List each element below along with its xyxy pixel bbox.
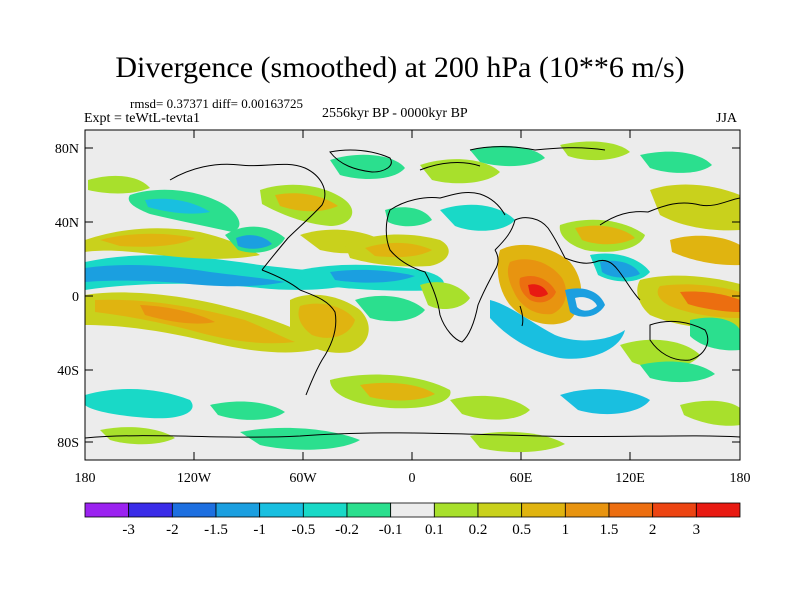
lon-tick-label: 60W xyxy=(289,471,317,486)
colorbar-label: 1 xyxy=(562,522,570,538)
lon-tick-label: 180 xyxy=(730,471,751,486)
lat-tick-label: 40S xyxy=(57,364,79,379)
latitude-axis: 80N 40N 0 40S 80S xyxy=(55,142,740,451)
colorbar-label: 0.2 xyxy=(469,522,488,538)
colorbar-label: -0.1 xyxy=(379,522,403,538)
divergence-contour-fill xyxy=(85,141,740,453)
colorbar-label: -1.5 xyxy=(204,522,228,538)
lon-tick-label: 120W xyxy=(177,471,212,486)
plot-title: Divergence (smoothed) at 200 hPa (10**6 … xyxy=(115,51,685,84)
lat-tick-label: 40N xyxy=(55,216,79,231)
colorbar-swatch xyxy=(84,502,130,518)
season-label: JJA xyxy=(716,111,738,126)
colorbar-label: 1.5 xyxy=(600,522,619,538)
experiment-label: Expt = teWtL-tevta1 xyxy=(84,111,200,126)
lon-tick-label: 0 xyxy=(409,471,416,486)
colorbar-swatch xyxy=(433,502,479,518)
colorbar-swatch xyxy=(477,502,523,518)
colorbar-label: -0.5 xyxy=(291,522,315,538)
colorbar-swatch xyxy=(171,502,217,518)
coastlines xyxy=(85,146,740,439)
colorbar-swatch xyxy=(695,502,741,518)
colorbar-swatch xyxy=(608,502,654,518)
lon-tick-label: 60E xyxy=(510,471,533,486)
lat-tick-label: 80S xyxy=(57,436,79,451)
colorbar-swatch xyxy=(215,502,261,518)
colorbar-label: 3 xyxy=(693,522,701,538)
colorbar-swatch xyxy=(346,502,392,518)
colorbar-label: -2 xyxy=(166,522,179,538)
colorbar-swatch xyxy=(302,502,348,518)
stats-text: rmsd= 0.37371 diff= 0.00163725 xyxy=(130,96,303,111)
lat-tick-label: 80N xyxy=(55,142,79,157)
colorbar-swatch xyxy=(390,502,435,518)
colorbar: -3 -2 -1.5 -1 -0.5 -0.2 -0.1 0.1 0.2 0.5 1 1.5 2 3 xyxy=(84,502,741,538)
colorbar-label: 0.1 xyxy=(425,522,444,538)
colorbar-swatch xyxy=(259,502,304,518)
colorbar-label: 2 xyxy=(649,522,657,538)
colorbar-swatch xyxy=(564,502,610,518)
lat-tick-label: 0 xyxy=(72,290,79,305)
colorbar-swatch xyxy=(521,502,566,518)
lon-tick-label: 120E xyxy=(615,471,645,486)
period-label: 2556kyr BP - 0000kyr BP xyxy=(322,106,468,121)
colorbar-swatch xyxy=(652,502,697,518)
colorbar-label: -3 xyxy=(122,522,135,538)
lon-tick-label: 180 xyxy=(75,471,96,486)
colorbar-label: -0.2 xyxy=(335,522,359,538)
colorbar-swatch xyxy=(128,502,173,518)
colorbar-label: -1 xyxy=(253,522,266,538)
longitude-axis: 180 120W 60W 0 60E 120E 180 xyxy=(75,130,751,486)
colorbar-label: 0.5 xyxy=(512,522,531,538)
